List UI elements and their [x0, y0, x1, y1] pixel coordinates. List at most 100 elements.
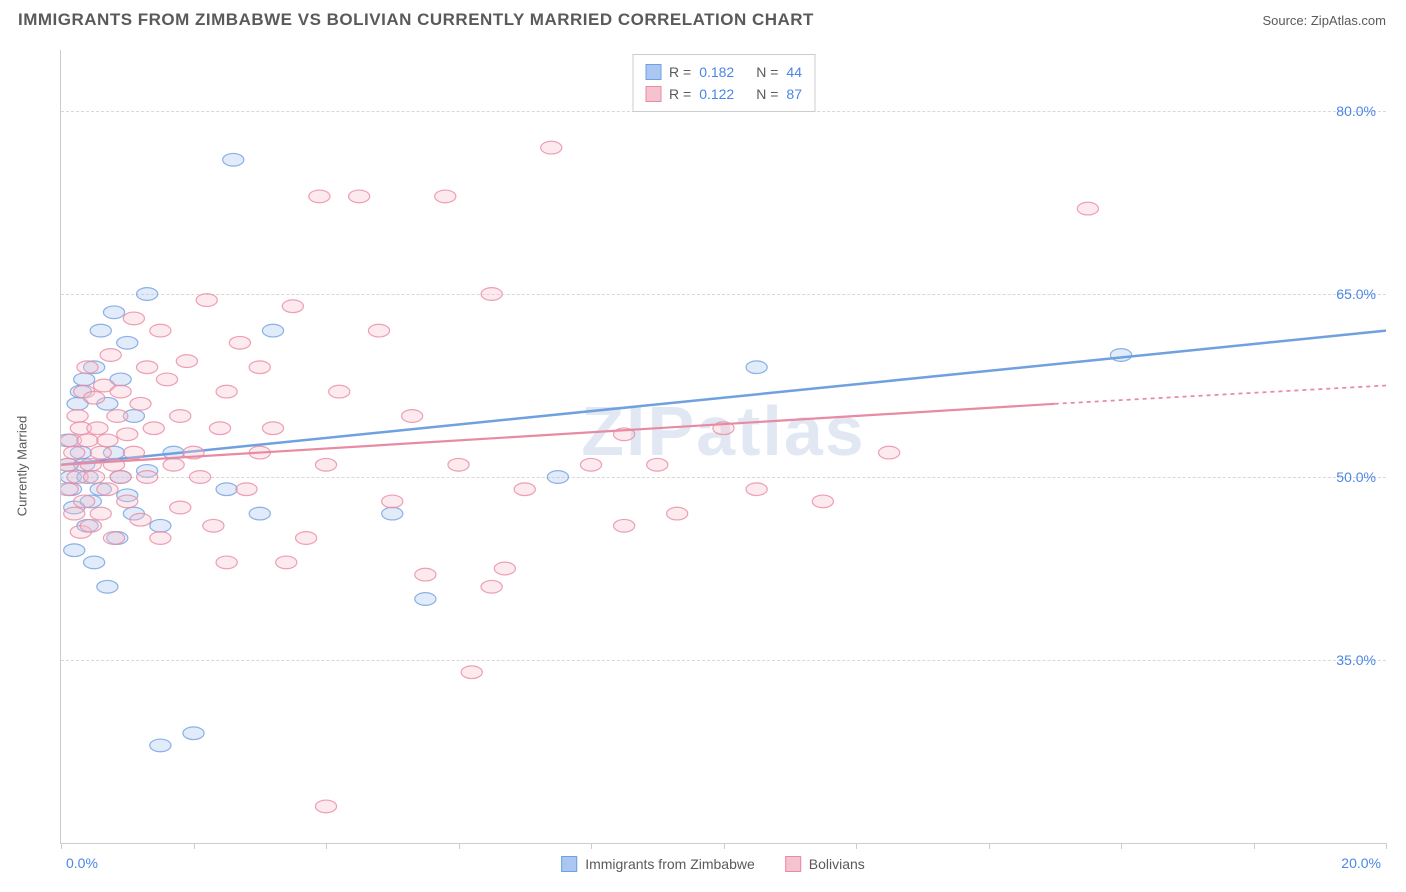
data-point: [117, 336, 138, 349]
data-point: [203, 519, 224, 532]
x-tick: [989, 843, 990, 849]
data-point: [296, 532, 317, 545]
data-point: [746, 483, 767, 496]
data-point: [614, 519, 635, 532]
data-point: [74, 495, 95, 508]
x-tick-label: 20.0%: [1341, 855, 1381, 871]
header: IMMIGRANTS FROM ZIMBABWE VS BOLIVIAN CUR…: [0, 0, 1406, 30]
plot-area: ZIPatlas R = 0.182 N = 44 R = 0.122 N = …: [60, 50, 1386, 844]
chart-title: IMMIGRANTS FROM ZIMBABWE VS BOLIVIAN CUR…: [18, 10, 814, 30]
x-tick: [724, 843, 725, 849]
y-axis-label: Currently Married: [15, 416, 30, 516]
data-point: [64, 446, 85, 459]
legend-label-zimbabwe: Immigrants from Zimbabwe: [585, 856, 755, 872]
data-point: [1077, 202, 1098, 215]
n-value-bolivians: 87: [786, 83, 802, 105]
data-point: [190, 471, 211, 484]
data-point: [150, 739, 171, 752]
data-point: [262, 324, 283, 337]
data-point: [236, 483, 257, 496]
data-point: [117, 428, 138, 441]
r-value-bolivians: 0.122: [699, 83, 734, 105]
data-point: [216, 385, 237, 398]
data-point: [514, 483, 535, 496]
x-tick: [1121, 843, 1122, 849]
x-tick: [591, 843, 592, 849]
data-point: [61, 483, 78, 496]
data-point: [90, 507, 111, 520]
data-point: [123, 312, 144, 325]
data-point: [309, 190, 330, 203]
data-point: [276, 556, 297, 569]
source-attribution: Source: ZipAtlas.com: [1262, 13, 1386, 28]
x-tick: [459, 843, 460, 849]
data-point: [461, 666, 482, 679]
data-point: [216, 483, 237, 496]
data-point: [879, 446, 900, 459]
data-point: [150, 324, 171, 337]
data-point: [130, 397, 151, 410]
data-point: [97, 434, 118, 447]
trend-line-extrapolated: [1055, 386, 1386, 404]
swatch-zimbabwe: [645, 64, 661, 80]
x-tick-label: 0.0%: [66, 855, 98, 871]
x-tick: [856, 843, 857, 849]
data-point: [382, 495, 403, 508]
correlation-legend: R = 0.182 N = 44 R = 0.122 N = 87: [632, 54, 815, 112]
data-point: [547, 471, 568, 484]
data-point: [97, 580, 118, 593]
data-point: [415, 593, 436, 606]
data-point: [415, 568, 436, 581]
data-point: [80, 519, 101, 532]
data-point: [90, 324, 111, 337]
data-point: [117, 495, 138, 508]
data-point: [315, 458, 336, 471]
series-legend: Immigrants from Zimbabwe Bolivians: [561, 856, 865, 872]
swatch-bolivians: [645, 86, 661, 102]
data-point: [494, 562, 515, 575]
trend-line: [61, 404, 1055, 465]
data-point: [229, 336, 250, 349]
data-point: [130, 513, 151, 526]
data-point: [176, 355, 197, 368]
legend-row-bolivians: R = 0.122 N = 87: [645, 83, 802, 105]
data-point: [216, 556, 237, 569]
data-point: [647, 458, 668, 471]
data-point: [77, 434, 98, 447]
x-tick: [1254, 843, 1255, 849]
data-point: [580, 458, 601, 471]
data-point: [223, 153, 244, 166]
data-point: [110, 471, 131, 484]
data-point: [84, 471, 105, 484]
data-point: [84, 391, 105, 404]
x-tick: [194, 843, 195, 849]
data-point: [481, 580, 502, 593]
data-point: [103, 306, 124, 319]
data-point: [402, 410, 423, 423]
data-point: [80, 458, 101, 471]
data-point: [170, 410, 191, 423]
data-point: [435, 190, 456, 203]
data-point: [170, 501, 191, 514]
data-point: [110, 385, 131, 398]
data-point: [150, 519, 171, 532]
legend-item-bolivians: Bolivians: [785, 856, 865, 872]
data-point: [137, 288, 158, 301]
data-point: [368, 324, 389, 337]
swatch-bolivians-icon: [785, 856, 801, 872]
data-point: [481, 288, 502, 301]
trend-line: [61, 331, 1386, 465]
x-tick: [1386, 843, 1387, 849]
n-value-zimbabwe: 44: [786, 61, 802, 83]
legend-item-zimbabwe: Immigrants from Zimbabwe: [561, 856, 755, 872]
data-point: [67, 410, 88, 423]
data-point: [64, 544, 85, 557]
data-point: [262, 422, 283, 435]
data-point: [315, 800, 336, 813]
data-point: [746, 361, 767, 374]
data-point: [382, 507, 403, 520]
data-point: [667, 507, 688, 520]
data-point: [329, 385, 350, 398]
legend-row-zimbabwe: R = 0.182 N = 44: [645, 61, 802, 83]
data-point: [209, 422, 230, 435]
